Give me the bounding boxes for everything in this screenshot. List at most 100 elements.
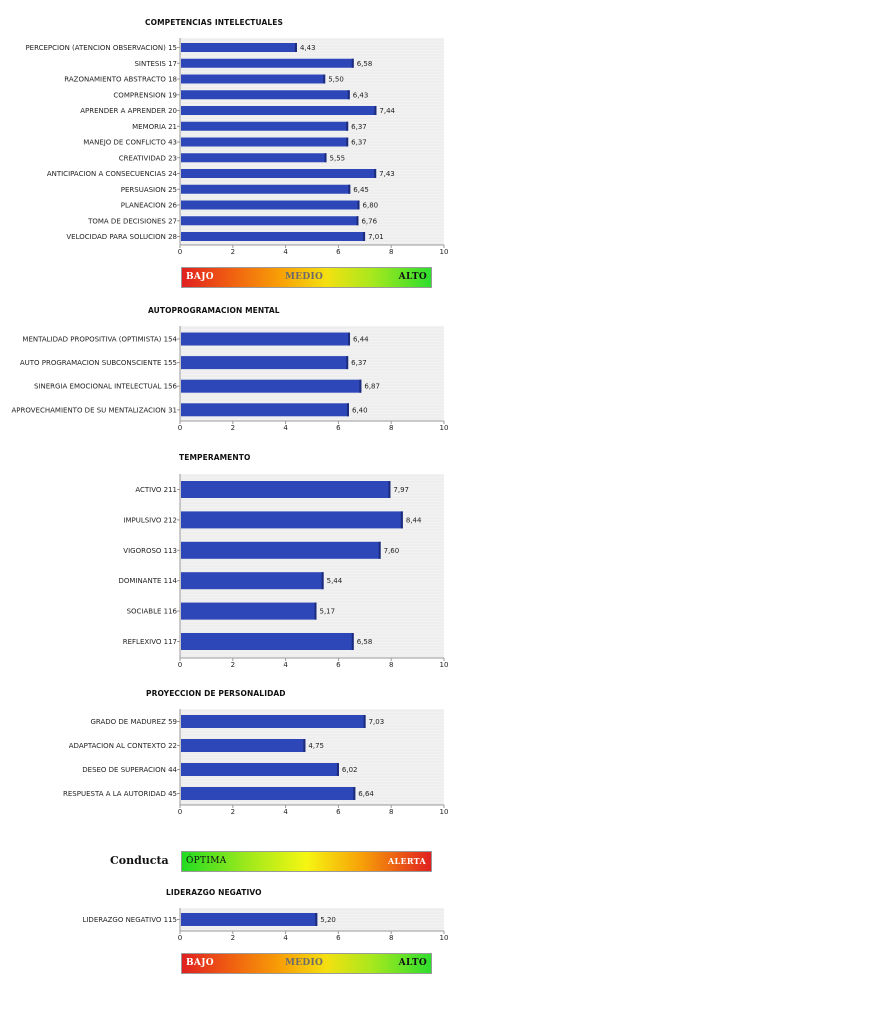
value-label: 6,44 [353, 336, 369, 344]
x-tick-label: 0 [178, 808, 182, 816]
bar [181, 137, 349, 147]
conducta-label: Conducta [110, 854, 169, 867]
category-label: GRADO DE MADUREZ 59 [90, 718, 177, 726]
bar [181, 511, 403, 529]
value-label: 5,44 [327, 577, 343, 585]
bar-edge [347, 90, 350, 100]
value-label: 6,37 [351, 139, 367, 147]
value-label: 6,64 [358, 790, 374, 798]
category-label: LIDERAZGO NEGATIVO 115 [82, 916, 177, 924]
bar-edge [356, 216, 359, 226]
scale-low-label: BAJO [186, 272, 214, 282]
bar-edge [351, 633, 354, 650]
bar [181, 403, 349, 417]
value-label: 7,43 [379, 170, 395, 178]
category-label: IMPULSIVO 212 [123, 516, 177, 524]
bar-edge [315, 913, 318, 926]
x-tick-label: 6 [336, 661, 341, 669]
value-label: 6,43 [353, 91, 369, 99]
value-label: 6,40 [352, 406, 368, 414]
x-tick-label: 10 [440, 248, 449, 256]
bar-edge [359, 379, 362, 393]
bar-edge [294, 43, 297, 52]
category-label: ACTIVO 211 [135, 486, 177, 494]
scale-mid-label: MEDIO [285, 272, 324, 282]
x-tick-label: 2 [231, 808, 235, 816]
value-label: 6,87 [364, 383, 380, 391]
scale-optima-alerta: ÓPTIMA ALERTA [181, 851, 432, 872]
bar-edge [348, 332, 351, 346]
bar-edge [321, 572, 324, 590]
bar-edge [323, 74, 326, 84]
scale-optima-label: ÓPTIMA [186, 856, 227, 866]
x-tick-label: 4 [283, 424, 288, 432]
category-label: SINTESIS 17 [134, 60, 177, 68]
bar [181, 541, 381, 559]
bar [181, 633, 354, 650]
category-label: RESPUESTA A LA AUTORIDAD 45 [63, 790, 177, 798]
category-label: REFLEXIVO 117 [123, 638, 177, 646]
bar [181, 184, 351, 194]
value-label: 6,45 [353, 186, 369, 194]
value-label: 5,20 [320, 916, 336, 924]
x-tick-label: 8 [389, 661, 393, 669]
chart-title-competencias: COMPETENCIAS INTELECTUALES [145, 18, 283, 27]
x-tick-label: 6 [336, 808, 341, 816]
category-label: AUTO PROGRAMACION SUBCONSCIENTE 155 [20, 359, 177, 367]
x-tick-label: 2 [231, 661, 235, 669]
bar [181, 200, 360, 210]
value-label: 7,01 [368, 233, 384, 241]
bar-edge [314, 602, 317, 620]
value-label: 5,50 [328, 76, 344, 84]
chart-title-autoprogramacion: AUTOPROGRAMACION MENTAL [148, 306, 280, 315]
bar [181, 572, 324, 590]
value-label: 8,44 [406, 516, 422, 524]
x-tick-label: 0 [178, 934, 182, 942]
x-tick-label: 4 [283, 248, 288, 256]
bar-edge [346, 121, 349, 131]
x-tick-label: 2 [231, 934, 235, 942]
x-tick-label: 0 [178, 661, 182, 669]
x-tick-label: 8 [389, 424, 393, 432]
bar [181, 121, 349, 131]
bar-edge [303, 739, 306, 752]
category-label: ANTICIPACION A CONSECUENCIAS 24 [47, 170, 178, 178]
bar [181, 787, 356, 800]
category-label: RAZONAMIENTO ABSTRACTO 18 [64, 76, 177, 84]
bar [181, 913, 318, 926]
category-label: MEMORIA 21 [132, 123, 177, 131]
category-label: DESEO DE SUPERACION 44 [82, 766, 177, 774]
bar [181, 90, 350, 100]
bar [181, 715, 366, 728]
x-tick-label: 10 [440, 424, 449, 432]
category-label: SOCIABLE 116 [127, 608, 178, 616]
x-tick-label: 2 [231, 424, 235, 432]
scale-bajo-medio-alto-1: BAJO MEDIO ALTO [181, 267, 432, 288]
value-label: 6,58 [357, 60, 373, 68]
value-label: 4,75 [308, 742, 324, 750]
value-label: 6,37 [351, 123, 367, 131]
x-tick-label: 4 [283, 808, 288, 816]
category-label: SINERGIA EMOCIONAL INTELECTUAL 156 [34, 383, 178, 391]
bar [181, 379, 362, 393]
value-label: 7,44 [379, 107, 395, 115]
value-label: 7,60 [384, 547, 400, 555]
scale-bajo-medio-alto-2: BAJO MEDIO ALTO [181, 953, 432, 974]
bar-edge [363, 232, 366, 241]
x-tick-label: 2 [231, 248, 235, 256]
x-tick-label: 6 [336, 424, 341, 432]
bar [181, 602, 317, 620]
x-tick-label: 8 [389, 248, 393, 256]
bar-edge [336, 763, 339, 776]
scale-high-label: ALTO [398, 958, 427, 968]
category-label: VIGOROSO 113 [123, 547, 177, 555]
value-label: 6,02 [342, 766, 358, 774]
bar-edge [374, 106, 377, 115]
category-label: CREATIVIDAD 23 [119, 154, 177, 162]
value-label: 4,43 [300, 44, 316, 52]
value-label: 6,80 [363, 202, 379, 210]
bar [181, 332, 351, 346]
